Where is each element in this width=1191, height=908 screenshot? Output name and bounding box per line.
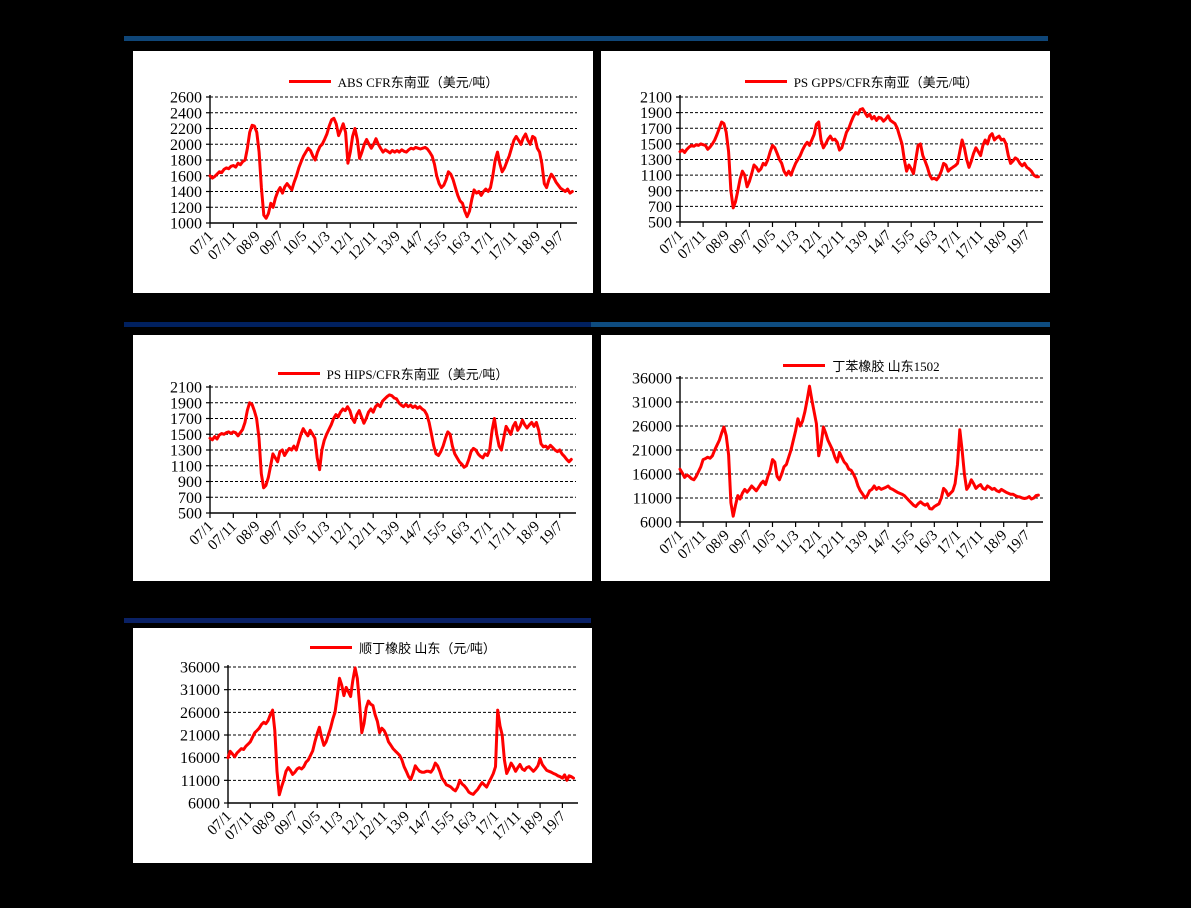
svg-text:1300: 1300 bbox=[640, 152, 672, 169]
svg-text:19/7: 19/7 bbox=[1003, 227, 1034, 258]
legend-line-swatch bbox=[277, 372, 320, 375]
chart-panel-abs-cfr: ABS CFR东南亚（美元/吨） 1000 1200 1400 1600 1800 200… bbox=[133, 51, 593, 293]
legend: 顺丁橡胶 山东（元/吨） bbox=[228, 638, 578, 657]
middle-left-divider-bar bbox=[124, 322, 591, 327]
svg-text:2100: 2100 bbox=[640, 90, 672, 107]
svg-text:31000: 31000 bbox=[632, 395, 672, 412]
svg-text:1800: 1800 bbox=[170, 153, 202, 170]
svg-text:19/7: 19/7 bbox=[1003, 527, 1034, 558]
legend-label: 顺丁橡胶 山东（元/吨） bbox=[359, 641, 496, 656]
svg-text:6000: 6000 bbox=[188, 796, 220, 813]
svg-text:26000: 26000 bbox=[632, 419, 672, 436]
svg-text:36000: 36000 bbox=[632, 371, 672, 388]
svg-text:1400: 1400 bbox=[170, 184, 202, 201]
legend-line-swatch bbox=[744, 80, 787, 83]
line-chart-abs-cfr: 10001200140016001800200022002400260007/1… bbox=[170, 90, 577, 264]
svg-text:31000: 31000 bbox=[180, 682, 220, 699]
svg-text:2100: 2100 bbox=[170, 380, 202, 397]
svg-text:1200: 1200 bbox=[170, 200, 202, 217]
svg-text:11000: 11000 bbox=[633, 491, 672, 508]
svg-text:500: 500 bbox=[178, 506, 202, 523]
svg-text:21000: 21000 bbox=[632, 443, 672, 460]
svg-text:19/7: 19/7 bbox=[537, 228, 568, 259]
svg-text:1900: 1900 bbox=[640, 105, 672, 122]
svg-text:08/9: 08/9 bbox=[233, 229, 263, 259]
svg-text:16000: 16000 bbox=[632, 467, 672, 484]
svg-text:6000: 6000 bbox=[640, 515, 672, 532]
svg-text:15/5: 15/5 bbox=[420, 519, 450, 549]
svg-text:18/9: 18/9 bbox=[513, 519, 543, 549]
svg-text:1100: 1100 bbox=[171, 458, 202, 475]
svg-text:1600: 1600 bbox=[170, 168, 202, 185]
chart-panel-ps-gpps: PS GPPS/CFR东南亚（美元/吨） 500 700 900 1100 1300 15… bbox=[601, 51, 1050, 293]
svg-text:10/5: 10/5 bbox=[280, 229, 310, 259]
legend-label: 丁苯橡胶 山东1502 bbox=[832, 359, 940, 374]
svg-text:11/3: 11/3 bbox=[304, 229, 334, 259]
svg-text:15/5: 15/5 bbox=[420, 229, 450, 259]
svg-text:500: 500 bbox=[648, 215, 672, 232]
svg-text:1900: 1900 bbox=[170, 395, 202, 412]
svg-text:900: 900 bbox=[648, 183, 672, 200]
svg-text:21000: 21000 bbox=[180, 728, 220, 745]
legend-label: PS GPPS/CFR东南亚（美元/吨） bbox=[793, 75, 979, 90]
legend: 丁苯橡胶 山东1502 bbox=[680, 356, 1043, 375]
bottom-divider-bar bbox=[124, 618, 591, 623]
svg-text:16/3: 16/3 bbox=[444, 229, 474, 259]
svg-text:900: 900 bbox=[178, 474, 202, 491]
svg-text:10/5: 10/5 bbox=[280, 519, 310, 549]
svg-text:1500: 1500 bbox=[170, 427, 202, 444]
legend-label: PS HIPS/CFR东南亚（美元/吨） bbox=[326, 367, 509, 382]
svg-text:13/9: 13/9 bbox=[373, 519, 403, 549]
svg-text:18/9: 18/9 bbox=[514, 229, 544, 259]
svg-text:1100: 1100 bbox=[641, 168, 672, 185]
svg-text:2600: 2600 bbox=[170, 90, 202, 107]
svg-text:08/9: 08/9 bbox=[233, 519, 263, 549]
line-chart-ps-gpps: 50070090011001300150017001900210007/107/… bbox=[640, 90, 1043, 263]
svg-text:1000: 1000 bbox=[170, 216, 202, 233]
line-chart-shunding-rubber: 600011000160002100026000310003600007/107… bbox=[180, 660, 578, 844]
line-chart-ps-hips: 50070090011001300150017001900210007/107/… bbox=[170, 380, 576, 554]
svg-text:16000: 16000 bbox=[180, 750, 220, 767]
legend-line-swatch bbox=[783, 364, 826, 367]
legend: PS HIPS/CFR东南亚（美元/吨） bbox=[210, 364, 576, 383]
svg-text:19/7: 19/7 bbox=[539, 808, 570, 839]
chart-panel-dingben-rubber: 丁苯橡胶 山东1502 6000 11000 16000 21000 26000 3100… bbox=[601, 335, 1050, 581]
svg-text:19/7: 19/7 bbox=[536, 518, 567, 549]
svg-text:700: 700 bbox=[648, 199, 672, 216]
top-divider-bar bbox=[124, 36, 1048, 41]
svg-text:1500: 1500 bbox=[640, 136, 672, 153]
svg-text:16/3: 16/3 bbox=[443, 519, 473, 549]
svg-text:2000: 2000 bbox=[170, 137, 202, 154]
svg-text:36000: 36000 bbox=[180, 660, 220, 677]
svg-text:700: 700 bbox=[178, 490, 202, 507]
svg-text:1300: 1300 bbox=[170, 443, 202, 460]
legend-line-swatch bbox=[310, 646, 353, 649]
legend: PS GPPS/CFR东南亚（美元/吨） bbox=[680, 72, 1043, 91]
svg-text:26000: 26000 bbox=[180, 705, 220, 722]
svg-text:1700: 1700 bbox=[170, 411, 202, 428]
svg-text:2400: 2400 bbox=[170, 105, 202, 122]
chart-panel-ps-hips: PS HIPS/CFR东南亚（美元/吨） 500 700 900 1100 1300 15… bbox=[133, 335, 592, 581]
svg-text:11/3: 11/3 bbox=[304, 519, 334, 549]
legend-line-swatch bbox=[288, 80, 331, 83]
legend: ABS CFR东南亚（美元/吨） bbox=[210, 72, 577, 91]
line-chart-dingben-rubber: 600011000160002100026000310003600007/107… bbox=[632, 371, 1043, 563]
middle-right-divider-bar bbox=[591, 322, 1050, 327]
svg-text:11000: 11000 bbox=[181, 773, 220, 790]
svg-text:1700: 1700 bbox=[640, 121, 672, 138]
chart-panel-shunding-rubber: 顺丁橡胶 山东（元/吨） 6000 11000 16000 21000 26000 310… bbox=[133, 628, 592, 863]
legend-label: ABS CFR东南亚（美元/吨） bbox=[337, 75, 499, 90]
svg-text:13/9: 13/9 bbox=[374, 229, 404, 259]
svg-text:2200: 2200 bbox=[170, 121, 202, 138]
